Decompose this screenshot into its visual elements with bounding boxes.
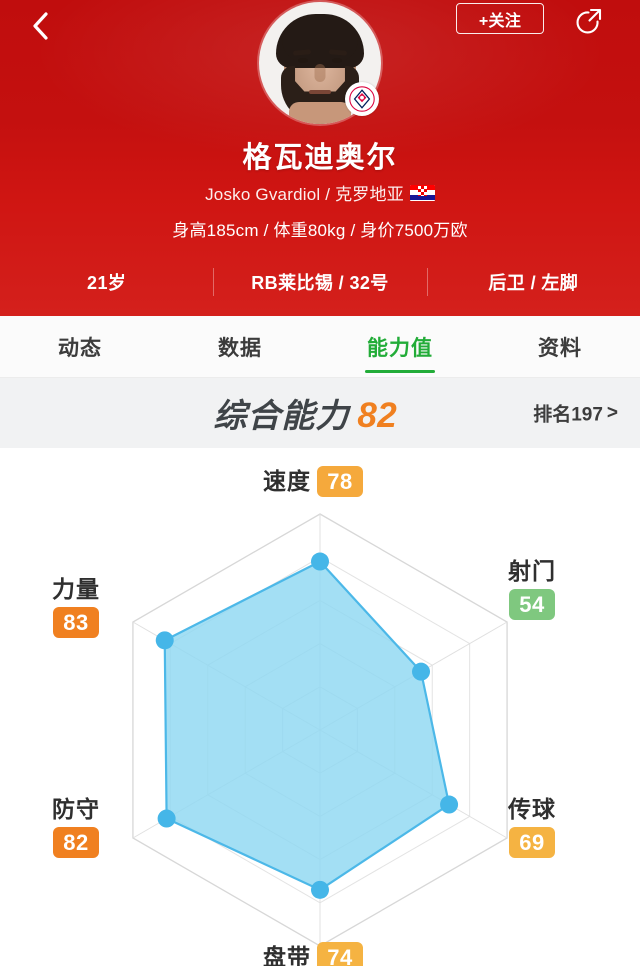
axis-name: 射门	[508, 558, 556, 584]
chevron-right-icon: >	[606, 402, 618, 423]
ability-radar-chart: 速度 78 射门 54 传球 69 盘带 74 防守 82 力量 83	[0, 448, 640, 966]
tab-label: 能力值	[367, 336, 433, 360]
rank-link[interactable]: 排名197 >	[533, 400, 618, 427]
overall-ability-bar: 综合能力 82 排名197 >	[0, 378, 640, 448]
player-bio: 身高185cm / 体重80kg / 身价7500万欧	[172, 221, 468, 240]
avatar-image	[259, 2, 381, 124]
radar-point-力量	[155, 631, 174, 650]
radar-point-速度	[311, 552, 329, 571]
info-cell-age: 21岁	[87, 273, 127, 293]
tab-dongtai[interactable]: 动态	[0, 316, 160, 377]
follow-button[interactable]: +关注	[456, 3, 544, 34]
rb-leipzig-badge-icon	[345, 82, 379, 116]
info-cell-position: 后卫 / 左脚	[427, 269, 640, 295]
radar-point-射门	[412, 662, 431, 681]
croatia-flag-icon	[409, 184, 435, 201]
radar-point-防守	[157, 809, 176, 828]
rank-label: 排名197	[533, 404, 603, 426]
tab-shuju[interactable]: 数据	[160, 316, 320, 377]
tab-bar: 动态 数据 能力值 资料	[0, 316, 640, 378]
axis-value-chip: 74	[317, 942, 363, 966]
axis-label-passing: 传球 69	[508, 796, 556, 859]
page-title: 格瓦迪奥尔	[242, 142, 398, 174]
axis-value-chip: 54	[509, 589, 555, 621]
tab-ziliao[interactable]: 资料	[480, 316, 640, 377]
radar-point-传球	[440, 795, 459, 814]
chevron-left-icon	[30, 10, 50, 42]
radar-data-points	[155, 552, 459, 899]
player-subtitle-text: Josko Gvardiol / 克罗地亚	[205, 185, 404, 204]
back-button[interactable]	[18, 4, 62, 48]
tab-label: 资料	[538, 336, 582, 360]
info-cell-club: RB莱比锡 / 32号	[213, 269, 426, 295]
axis-name: 速度	[263, 468, 311, 495]
share-button[interactable]	[566, 0, 612, 46]
tab-nenglizhi[interactable]: 能力值	[320, 316, 480, 377]
player-subtitle: Josko Gvardiol / 克罗地亚	[0, 180, 640, 205]
axis-value-chip: 78	[317, 466, 363, 497]
axis-value-chip: 69	[509, 827, 555, 859]
overall-ability-title-group: 综合能力 82	[213, 389, 397, 437]
overall-ability-label: 综合能力	[213, 397, 350, 434]
radar-area-polygon	[163, 560, 451, 891]
tab-label: 动态	[58, 336, 102, 360]
player-info-row: 21岁 RB莱比锡 / 32号 后卫 / 左脚	[0, 262, 640, 302]
axis-label-dribbling: 盘带 74	[263, 942, 363, 966]
axis-label-defending: 防守 82	[52, 796, 100, 859]
overall-ability-value: 82	[357, 396, 398, 435]
axis-value-chip: 83	[53, 607, 99, 639]
axis-name: 力量	[52, 576, 100, 602]
share-arrow-icon	[573, 5, 605, 42]
player-header: +关注	[0, 0, 640, 316]
tab-underline	[365, 370, 435, 373]
axis-value-chip: 82	[53, 827, 99, 859]
axis-name: 防守	[52, 796, 100, 822]
follow-button-label: +关注	[478, 12, 522, 30]
avatar[interactable]	[259, 2, 381, 124]
axis-label-speed: 速度 78	[263, 466, 363, 497]
tab-label: 数据	[218, 336, 262, 360]
axis-name: 盘带	[263, 944, 311, 966]
axis-name: 传球	[508, 796, 556, 822]
radar-point-盘带	[311, 880, 329, 899]
axis-label-strength: 力量 83	[52, 576, 100, 639]
radar-svg	[132, 513, 508, 947]
axis-label-shooting: 射门 54	[508, 558, 556, 621]
